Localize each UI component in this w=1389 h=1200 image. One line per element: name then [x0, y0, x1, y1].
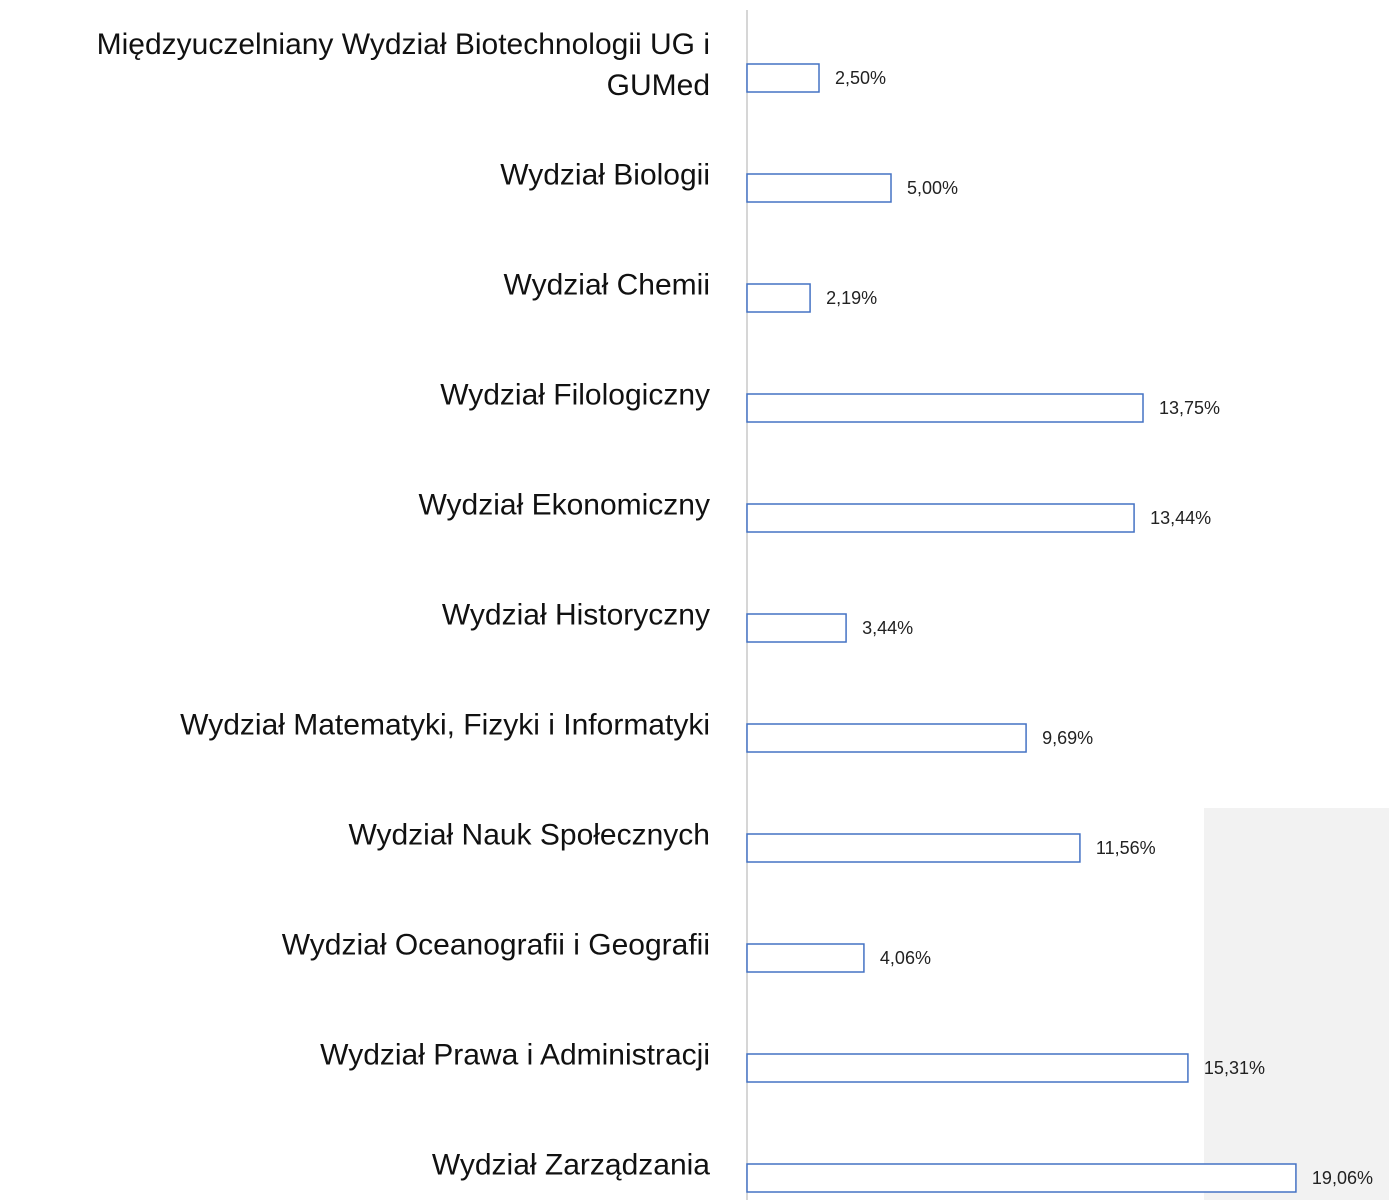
category-label: Wydział Zarządzania	[431, 1148, 710, 1182]
value-label: 13,75%	[1159, 398, 1220, 418]
value-label: 13,44%	[1150, 508, 1211, 528]
value-label: 2,19%	[826, 288, 877, 308]
bar	[746, 283, 811, 313]
category-label: Wydział Nauk Społecznych	[348, 818, 710, 852]
bar	[746, 1163, 1297, 1193]
category-label: Wydział Chemii	[503, 268, 710, 302]
bar	[746, 503, 1135, 533]
category-label: Międzyuczelniany Wydział Biotechnologii …	[96, 28, 710, 102]
category-label: Wydział Historyczny	[441, 598, 710, 632]
value-label: 5,00%	[907, 178, 958, 198]
bar	[746, 63, 820, 93]
category-label: Wydział Oceanografii i Geografii	[281, 928, 710, 962]
value-label: 3,44%	[862, 618, 913, 638]
bar	[746, 723, 1027, 753]
bar	[746, 833, 1081, 863]
bar	[746, 613, 847, 643]
value-label: 19,06%	[1312, 1168, 1373, 1188]
category-label: Wydział Prawa i Administracji	[320, 1038, 710, 1072]
bar	[746, 393, 1144, 423]
bar	[746, 943, 865, 973]
value-label: 4,06%	[880, 948, 931, 968]
category-label: Wydział Biologii	[500, 158, 710, 192]
category-label: Wydział Filologiczny	[440, 378, 710, 412]
value-label: 11,56%	[1096, 838, 1156, 858]
category-label: Wydział Ekonomiczny	[418, 488, 711, 522]
background-panel	[1204, 808, 1389, 1200]
value-label: 2,50%	[835, 68, 886, 88]
bar	[746, 173, 892, 203]
value-label: 15,31%	[1204, 1058, 1265, 1078]
bar	[746, 1053, 1189, 1083]
value-label: 9,69%	[1042, 728, 1093, 748]
category-label: Wydział Matematyki, Fizyki i Informatyki	[180, 708, 710, 742]
